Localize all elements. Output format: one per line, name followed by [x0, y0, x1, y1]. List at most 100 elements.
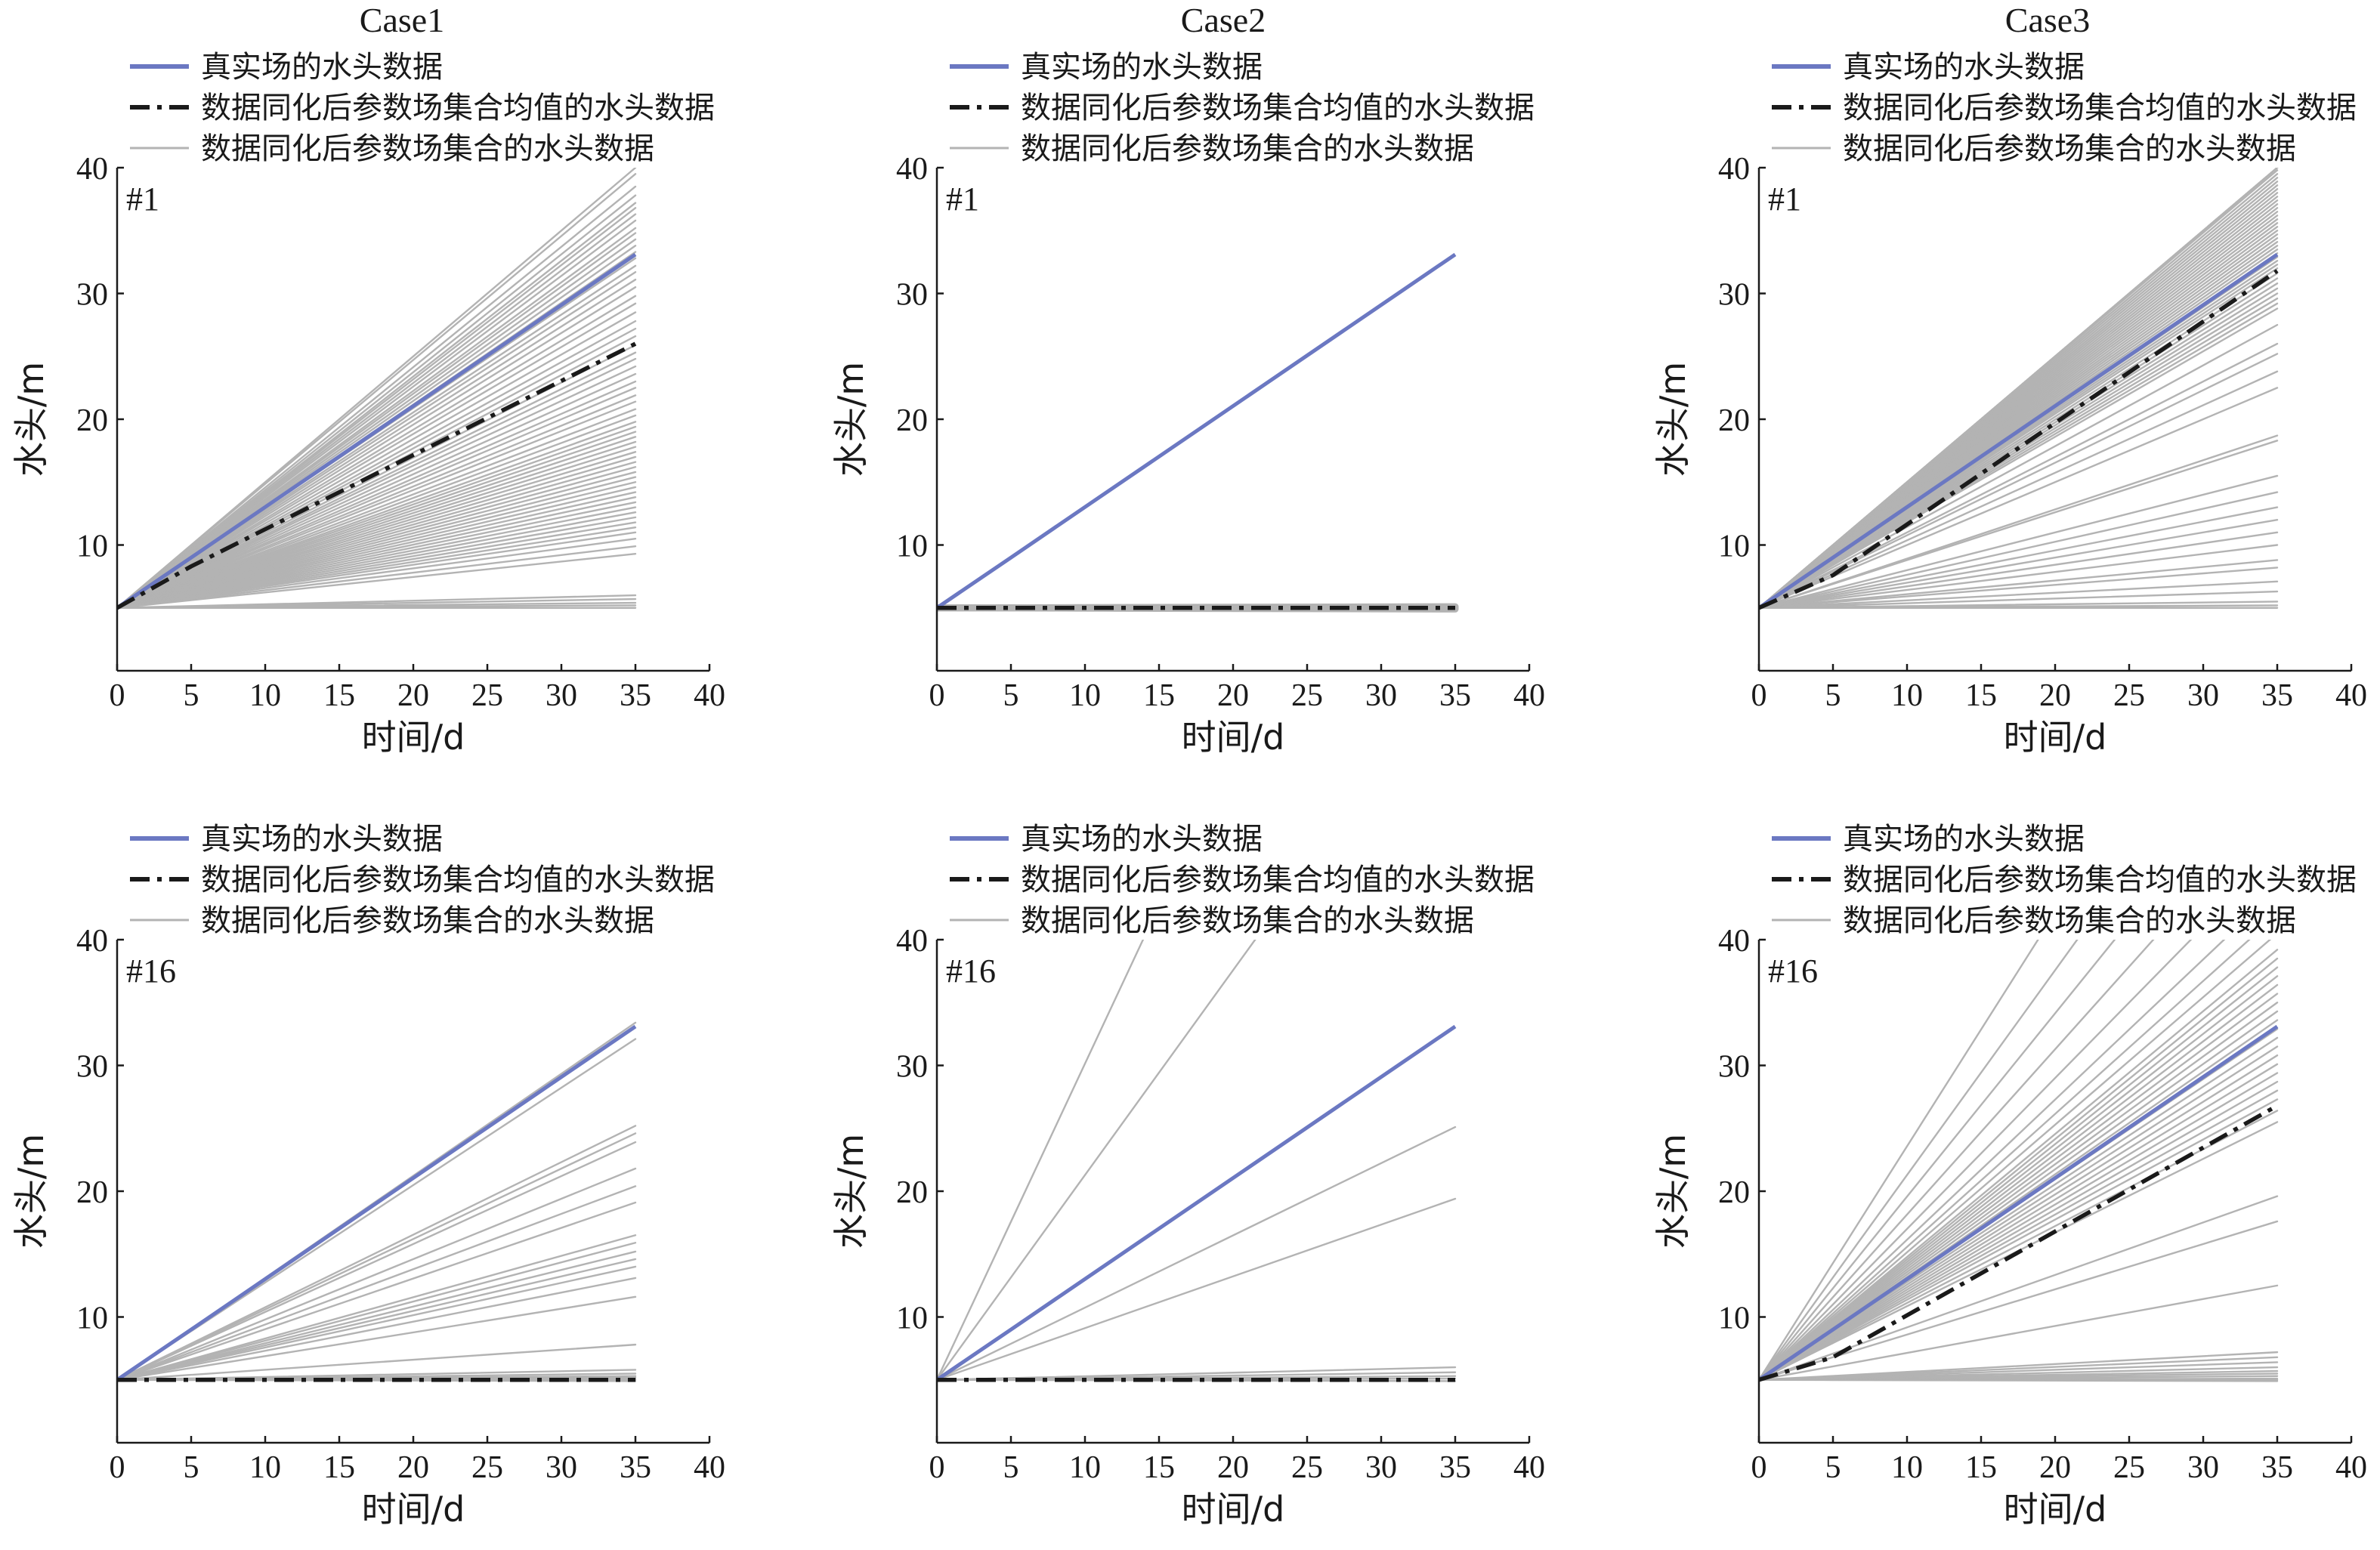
legend: 真实场的水头数据 数据同化后参数场集合均值的水头数据 数据同化后参数场集合的水头…	[950, 822, 1535, 938]
true-field-line	[1759, 1024, 2279, 1382]
y-tick-label: 20	[76, 1175, 108, 1210]
well-label: #16	[1768, 953, 1818, 990]
x-axis-title: 时间/d	[362, 1489, 465, 1530]
x-axis-title: 时间/d	[2004, 717, 2107, 758]
plot-area	[937, 252, 1459, 613]
y-tick-label: 10	[76, 1301, 108, 1336]
y-tick-label: 20	[896, 403, 928, 438]
x-tick-label: 10	[1891, 1450, 1923, 1485]
legend-label-ensemble-members: 数据同化后参数场集合的水头数据	[1021, 903, 1474, 938]
x-tick-label: 15	[323, 678, 355, 713]
ensemble-member-line	[1759, 983, 2279, 1381]
chart-panel: 0 5 10 15 20 25 30 35 40 10 20 30 40 #1 时间/d 水头/m	[830, 152, 1545, 758]
ensemble-member-line	[1759, 940, 2193, 1381]
well-label: #16	[126, 953, 176, 990]
plot-area	[1759, 940, 2279, 1382]
ensemble-member-line	[1759, 940, 2039, 1381]
plot-area	[937, 940, 1457, 1382]
x-tick-label: 20	[397, 678, 429, 713]
x-tick-label: 10	[249, 1450, 281, 1485]
x-tick-label: 5	[184, 1450, 199, 1485]
x-tick-label: 40	[694, 678, 725, 713]
y-tick-label: 40	[896, 924, 928, 959]
plot-panels: 0 5 10 15 20 25 30 35 40 10 20 30 40 #1 时间/d 水头/m 0 5 10 15…	[11, 152, 2367, 1530]
y-tick-label: 40	[76, 924, 108, 959]
true-field-line	[1759, 252, 2279, 610]
ensemble-member-line	[1759, 940, 2251, 1381]
legend-label-true-field: 真实场的水头数据	[201, 822, 443, 857]
legend-label-ensemble-mean: 数据同化后参数场集合均值的水头数据	[201, 91, 715, 125]
ensemble-member-line	[117, 1250, 637, 1381]
y-tick-label: 40	[76, 152, 108, 187]
y-axis-title: 水头/m	[830, 1134, 871, 1249]
legend-label-ensemble-members: 数据同化后参数场集合的水头数据	[1843, 131, 2296, 166]
well-label: #1	[946, 181, 979, 218]
x-tick-label: 20	[397, 1450, 429, 1485]
true-field-line	[117, 1024, 637, 1382]
ensemble-member-line	[1759, 1080, 2279, 1381]
x-tick-label: 0	[110, 678, 125, 713]
x-tick-label: 30	[2187, 678, 2219, 713]
ensemble-member-line	[1759, 975, 2279, 1381]
x-tick-label: 35	[1439, 678, 1471, 713]
x-tick-label: 10	[1069, 678, 1101, 713]
legend-label-true-field: 真实场的水头数据	[201, 50, 443, 85]
x-tick-label: 0	[929, 678, 945, 713]
ensemble-member-line	[937, 940, 1256, 1381]
y-axis-title: 水头/m	[11, 362, 51, 477]
plot-area	[1759, 168, 2279, 610]
y-tick-label: 40	[1718, 924, 1750, 959]
case-title-1: Case1	[360, 1, 444, 39]
y-tick-label: 10	[1718, 1301, 1750, 1336]
ensemble-member-line	[937, 940, 1145, 1381]
legend-label-ensemble-members: 数据同化后参数场集合的水头数据	[1021, 131, 1474, 166]
x-tick-label: 40	[2335, 678, 2367, 713]
x-tick-label: 0	[929, 1450, 945, 1485]
y-tick-label: 30	[76, 278, 108, 313]
well-label: #16	[946, 953, 996, 990]
y-axis-title: 水头/m	[11, 1134, 51, 1249]
x-tick-label: 5	[1825, 1450, 1841, 1485]
ensemble-member-line	[117, 1242, 637, 1381]
y-tick-label: 10	[896, 530, 928, 564]
legend-label-ensemble-mean: 数据同化后参数场集合均值的水头数据	[1021, 91, 1535, 125]
ensemble-member-line	[1759, 966, 2279, 1381]
y-tick-label: 40	[896, 152, 928, 187]
x-tick-label: 15	[323, 1450, 355, 1485]
x-tick-label: 20	[1217, 678, 1249, 713]
x-tick-label: 35	[620, 678, 651, 713]
chart-panel: 0 5 10 15 20 25 30 35 40 10 20 30 40 #16 时间/d 水头/m	[11, 924, 725, 1530]
ensemble-member-line	[1759, 1010, 2279, 1381]
ensemble-member-line	[1759, 1195, 2279, 1381]
legend-label-ensemble-mean: 数据同化后参数场集合均值的水头数据	[201, 863, 715, 897]
legend: 真实场的水头数据 数据同化后参数场集合均值的水头数据 数据同化后参数场集合的水头…	[1772, 822, 2357, 938]
x-tick-label: 40	[1513, 1450, 1545, 1485]
x-tick-label: 15	[1143, 678, 1175, 713]
ensemble-member-line	[1759, 342, 2279, 609]
ensemble-member-line	[937, 1125, 1457, 1381]
ensemble-member-line	[117, 1141, 637, 1381]
ensemble-member-line	[1759, 1220, 2279, 1381]
x-tick-label: 5	[1825, 678, 1841, 713]
y-tick-label: 20	[76, 403, 108, 438]
ensemble-member-line	[1759, 1284, 2279, 1381]
ensemble-member-line	[1759, 949, 2279, 1381]
x-tick-label: 5	[184, 678, 199, 713]
well-label: #1	[1768, 181, 1801, 218]
x-tick-label: 35	[2261, 678, 2293, 713]
x-tick-label: 20	[2039, 1450, 2071, 1485]
x-tick-label: 10	[1069, 1450, 1101, 1485]
chart-panel: 0 5 10 15 20 25 30 35 40 10 20 30 40 #16 时间/d 水头/m	[1652, 924, 2367, 1530]
ensemble-member-line	[1759, 993, 2279, 1381]
x-tick-label: 15	[1965, 678, 1997, 713]
ensemble-member-line	[1759, 1379, 2279, 1382]
y-tick-label: 30	[1718, 1050, 1750, 1085]
x-tick-label: 30	[1365, 678, 1397, 713]
y-tick-label: 30	[896, 278, 928, 313]
ensemble-member-line	[1759, 1045, 2279, 1381]
case-title-3: Case3	[2005, 1, 2090, 39]
ensemble-member-line	[117, 1295, 637, 1381]
legend-label-ensemble-members: 数据同化后参数场集合的水头数据	[201, 903, 654, 938]
x-tick-label: 25	[2113, 678, 2145, 713]
legend: 真实场的水头数据 数据同化后参数场集合均值的水头数据 数据同化后参数场集合的水头…	[130, 50, 715, 166]
